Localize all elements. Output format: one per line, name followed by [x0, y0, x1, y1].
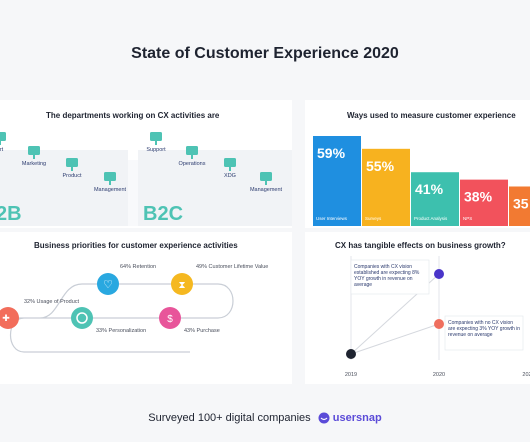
department-label: Management — [94, 187, 127, 193]
svg-text:⧗: ⧗ — [178, 280, 185, 291]
priority-personalization-label: 33% Personalization — [96, 328, 146, 334]
x-tick-label: 2019 — [345, 372, 357, 378]
annotation-box — [444, 315, 524, 351]
department-label: art — [0, 147, 4, 153]
department-label: Operations — [179, 161, 206, 167]
priority-retention-label: 64% Retention — [120, 264, 156, 270]
bar-category-label: NPS — [463, 216, 472, 221]
usersnap-logo-icon — [318, 412, 330, 424]
priority-usage-label: 32% Usage of Product — [24, 299, 80, 305]
hourglass-icon — [171, 273, 193, 295]
priorities-diagram: ✚ 32% Usage of Product ♡ 64% Retention 3… — [0, 264, 268, 353]
group-label-2b: 2B — [0, 203, 22, 225]
group-label-b2c: B2C — [143, 203, 183, 225]
bar-value-label: 55% — [366, 158, 395, 174]
svg-text:♡: ♡ — [103, 279, 113, 291]
department-label: XDG — [224, 173, 236, 179]
bar — [362, 148, 410, 226]
bar — [460, 179, 508, 226]
heart-icon — [97, 273, 119, 295]
department-icon — [104, 172, 116, 185]
bar-value-label: 35 — [513, 195, 529, 211]
department-label: Marketing — [22, 161, 46, 167]
priority-lifetime-label: 49% Customer Lifetime Value — [196, 264, 268, 270]
bar-value-label: 38% — [464, 189, 493, 205]
priorities-panel: Business priorities for customer experie… — [0, 232, 292, 384]
personalization-icon — [71, 307, 93, 329]
department-icon — [150, 132, 162, 145]
dollar-icon — [159, 307, 181, 329]
department-icon — [0, 132, 6, 145]
series-line — [350, 323, 440, 355]
footer: Surveyed 100+ digital companies usersnap — [0, 412, 530, 424]
data-point-origin — [346, 349, 356, 359]
effects-panel: CX has tangible effects on business grow… — [305, 232, 530, 384]
department-label: Support — [146, 147, 166, 153]
priority-purchase-label: 43% Purchase — [184, 328, 220, 334]
effects-chart: 2019 2020 202 Companies with CX visionestab… — [345, 256, 530, 378]
department-icon — [28, 146, 40, 159]
department-label: Management — [250, 187, 283, 193]
bar-value-label: 41% — [415, 181, 444, 197]
department-icon — [66, 158, 78, 171]
effects-title: CX has tangible effects on business grow… — [335, 241, 506, 250]
bar-value-label: 59% — [317, 145, 346, 161]
measure-panel: Ways used to measure customer experience… — [305, 100, 530, 228]
department-label: Product — [63, 173, 82, 179]
priorities-title: Business priorities for customer experie… — [34, 241, 238, 250]
department-icon — [260, 172, 272, 185]
priority-personalization: 33% Personalization — [71, 307, 146, 334]
bar-category-label: User Interviews — [316, 216, 348, 221]
priorities-path — [8, 283, 234, 353]
bar — [313, 136, 361, 226]
department-icon — [224, 158, 236, 171]
departments-diagram: art Marketing Product Management Support Oper… — [0, 132, 292, 226]
bar-category-label: Product Analysis — [414, 216, 448, 221]
priority-lifetime-value: ⧗ 49% Customer Lifetime Value — [171, 264, 268, 295]
footer-text: Surveyed 100+ digital companies — [148, 412, 311, 424]
department-icon — [186, 146, 198, 159]
measure-title: Ways used to measure customer experience — [347, 111, 516, 120]
annotation-text: Companies with CX vision established are … — [354, 264, 420, 288]
page-title: State of Customer Experience 2020 — [131, 45, 399, 62]
bar — [509, 186, 530, 226]
departments-panel: The departments working on CX activities… — [0, 100, 292, 228]
measure-bar-chart: 59% User Interviews 55% Surveys 41% Product A… — [313, 136, 530, 226]
bar — [411, 172, 459, 226]
bar-category-label: Surveys — [365, 216, 382, 221]
annotation-text: Companies with no CX vision are expecting… — [448, 320, 520, 338]
data-point — [434, 269, 444, 279]
svg-text:$: $ — [167, 314, 173, 325]
data-point — [434, 319, 444, 329]
x-tick-label: 2020 — [433, 372, 445, 378]
departments-title: The departments working on CX activities… — [46, 111, 220, 120]
priority-purchase: $ 43% Purchase — [159, 307, 220, 334]
x-tick-label: 202 — [522, 372, 530, 378]
usage-icon — [0, 307, 19, 329]
footer-brand: usersnap — [332, 412, 382, 425]
priority-retention: ♡ 64% Retention — [97, 264, 156, 295]
svg-text:✚: ✚ — [2, 313, 10, 323]
annotation-box — [350, 259, 430, 295]
priority-usage: ✚ 32% Usage of Product — [0, 299, 80, 329]
